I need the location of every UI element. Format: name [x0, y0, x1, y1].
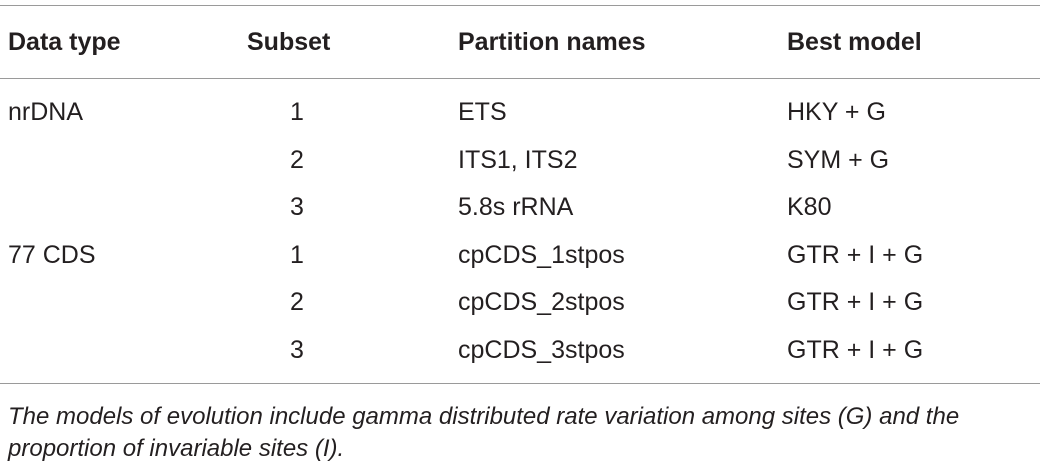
data-type-cell: 77 CDS	[8, 240, 96, 269]
model-cell: SYM + G	[787, 145, 890, 174]
partition-cell: cpCDS_3stpos	[458, 335, 625, 364]
subset-cell: 1	[290, 98, 304, 126]
partition-cell: cpCDS_1stpos	[458, 240, 625, 269]
top-rule	[0, 5, 1040, 6]
bottom-rule	[0, 383, 1040, 384]
header-rule	[0, 78, 1040, 79]
subset-cell: 3	[290, 335, 304, 364]
header-cell: Data type	[8, 28, 121, 56]
subset-cell: 3	[290, 193, 304, 221]
header-cell: Subset	[247, 28, 331, 56]
partition-cell: cpCDS_2stpos	[458, 288, 625, 316]
subset-cell: 1	[290, 240, 304, 269]
footnote: The models of evolution include gamma di…	[8, 403, 960, 462]
partition-cell: 5.8s rRNA	[458, 193, 574, 221]
partition-cell: ITS1, ITS2	[458, 145, 578, 174]
model-cell: GTR + I + G	[787, 240, 924, 269]
subset-cell: 2	[290, 288, 304, 316]
model-cell: GTR + I + G	[787, 288, 924, 316]
model-cell: GTR + I + G	[787, 335, 924, 364]
partition-cell: ETS	[458, 98, 507, 126]
header-cell: Partition names	[458, 28, 646, 56]
subset-cell: 2	[290, 145, 304, 174]
header-cell: Best model	[787, 28, 922, 56]
data-type-cell: nrDNA	[8, 98, 84, 126]
model-cell: HKY + G	[787, 98, 886, 126]
model-cell: K80	[787, 193, 832, 221]
